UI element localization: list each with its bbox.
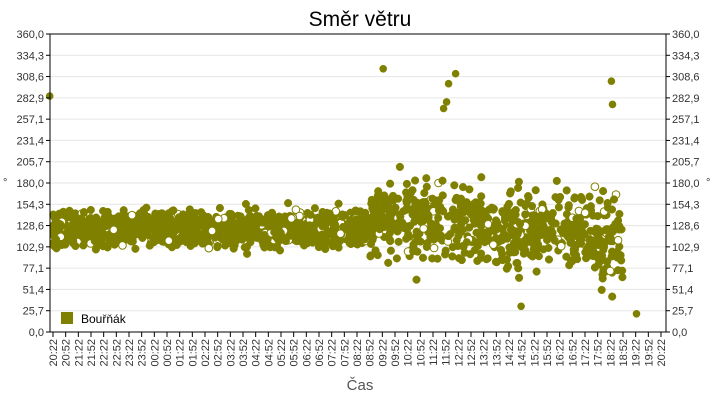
x-tick-label: 01:52 — [187, 339, 199, 367]
x-tick-label: 06:22 — [301, 339, 313, 367]
y-tick-label: 25,7 — [672, 306, 693, 318]
x-tick-label: 07:52 — [339, 339, 351, 367]
legend: Bouřňák — [61, 312, 127, 326]
x-tick-label: 14:22 — [504, 339, 516, 367]
y-tick-label: 180,0 — [16, 178, 44, 190]
x-tick-label: 04:52 — [263, 339, 275, 367]
x-tick-label: 14:52 — [517, 339, 529, 367]
y-tick-label: 102,9 — [16, 242, 44, 254]
x-axis-label: Čas — [347, 377, 374, 394]
x-tick-label: 08:22 — [352, 339, 364, 367]
x-tick-label: 05:22 — [276, 339, 288, 367]
y-tick-label: 308,6 — [672, 72, 700, 84]
x-tick-label: 16:52 — [567, 339, 579, 367]
x-tick-label: 15:22 — [529, 339, 541, 367]
x-tick-label: 01:22 — [175, 339, 187, 367]
y-tick-label: 308,6 — [16, 72, 44, 84]
x-tick-label: 21:52 — [86, 339, 98, 367]
x-tick-label: 15:52 — [542, 339, 554, 367]
x-tick-label: 08:52 — [365, 339, 377, 367]
x-tick-label: 17:52 — [593, 339, 605, 367]
x-tick-label: 20:22 — [656, 339, 668, 367]
y-tick-label: 257,1 — [672, 114, 700, 126]
x-tick-label: 23:52 — [137, 339, 149, 367]
y-tick-label: 0,0 — [672, 327, 687, 339]
y-axis-unit-left: ° — [3, 177, 7, 189]
x-tick-label: 07:22 — [327, 339, 339, 367]
x-tick-label: 02:52 — [213, 339, 225, 367]
y-tick-label: 334,3 — [16, 50, 44, 62]
data-points — [45, 65, 641, 318]
x-tick-label: 12:22 — [453, 339, 465, 367]
x-tick-label: 23:22 — [124, 339, 136, 367]
y-tick-label: 231,4 — [672, 135, 700, 147]
x-tick-label: 03:52 — [238, 339, 250, 367]
y-tick-label: 180,0 — [672, 178, 700, 190]
y-axis-left: 0,0 25,7 51,4 77,1 102,9 128,6 154,3 180,0 205,7… — [16, 29, 50, 339]
legend-swatch — [61, 312, 73, 324]
x-tick-label: 19:52 — [643, 339, 655, 367]
y-tick-label: 154,3 — [672, 199, 700, 211]
y-tick-label: 51,4 — [23, 284, 44, 296]
x-tick-label: 12:52 — [466, 339, 478, 367]
legend-label: Bouřňák — [81, 312, 127, 326]
x-tick-label: 18:52 — [618, 339, 630, 367]
x-tick-label: 20:52 — [61, 339, 73, 367]
y-tick-label: 360,0 — [16, 29, 44, 41]
x-tick-label: 09:52 — [390, 339, 402, 367]
y-tick-label: 25,7 — [23, 306, 44, 318]
x-tick-label: 19:22 — [631, 339, 643, 367]
y-tick-label: 205,7 — [16, 157, 44, 169]
x-tick-label: 03:22 — [225, 339, 237, 367]
x-tick-label: 10:52 — [415, 339, 427, 367]
y-tick-label: 334,3 — [672, 50, 700, 62]
x-tick-label: 17:22 — [580, 339, 592, 367]
x-tick-label: 16:22 — [555, 339, 567, 367]
x-axis: 20:22 20:52 21:22 21:52 22:22 22:52 23:22 23:52… — [48, 332, 668, 367]
x-tick-label: 22:52 — [111, 339, 123, 367]
x-tick-label: 21:22 — [73, 339, 85, 367]
y-tick-label: 128,6 — [672, 221, 700, 233]
x-tick-label: 04:22 — [251, 339, 263, 367]
x-tick-label: 11:22 — [428, 339, 440, 366]
x-tick-label: 18:22 — [605, 339, 617, 367]
y-tick-label: 360,0 — [672, 29, 700, 41]
y-tick-label: 0,0 — [29, 327, 44, 339]
x-tick-label: 10:22 — [403, 339, 415, 367]
y-tick-label: 51,4 — [672, 284, 693, 296]
y-tick-label: 257,1 — [16, 114, 44, 126]
x-tick-label: 13:22 — [479, 339, 491, 367]
y-axis-right: 0,0 25,7 51,4 77,1 102,9 128,6 154,3 180,0 205,7… — [666, 29, 700, 339]
chart-title: Směr větru — [309, 8, 412, 31]
y-tick-label: 231,4 — [16, 135, 44, 147]
x-tick-label: 20:22 — [48, 339, 60, 367]
y-tick-label: 282,9 — [16, 93, 44, 105]
y-tick-label: 77,1 — [672, 263, 693, 275]
y-tick-label: 128,6 — [16, 221, 44, 233]
y-tick-label: 77,1 — [23, 263, 44, 275]
y-tick-label: 102,9 — [672, 242, 700, 254]
x-tick-label: 11:52 — [441, 339, 453, 366]
grid-lines — [50, 54, 666, 312]
y-axis-unit-right: ° — [706, 177, 710, 189]
x-tick-label: 22:22 — [99, 339, 111, 367]
x-tick-label: 06:52 — [314, 339, 326, 367]
x-tick-label: 00:22 — [149, 339, 161, 367]
x-tick-label: 09:22 — [377, 339, 389, 367]
x-tick-label: 05:52 — [289, 339, 301, 367]
y-tick-label: 205,7 — [672, 157, 700, 169]
x-tick-label: 13:52 — [491, 339, 503, 367]
x-tick-label: 02:22 — [200, 339, 212, 367]
y-tick-label: 282,9 — [672, 93, 700, 105]
x-tick-label: 00:52 — [162, 339, 174, 367]
y-tick-label: 154,3 — [16, 199, 44, 211]
